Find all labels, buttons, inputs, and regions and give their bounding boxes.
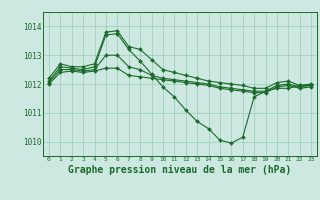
X-axis label: Graphe pression niveau de la mer (hPa): Graphe pression niveau de la mer (hPa) [68, 165, 292, 175]
